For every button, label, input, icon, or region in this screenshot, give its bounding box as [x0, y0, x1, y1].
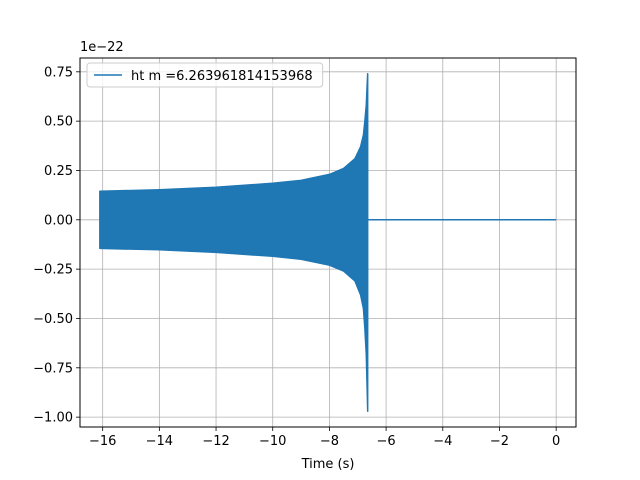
legend-entry: ht m =6.263961814153968 [131, 69, 313, 84]
x-tick-label: −8 [320, 434, 339, 449]
series-layer [99, 73, 557, 412]
y-tick-label: 0.00 [44, 213, 73, 228]
x-axis-label: Time (s) [301, 457, 355, 472]
x-tick-label: −4 [433, 434, 452, 449]
legend: ht m =6.263961814153968 [86, 62, 324, 88]
y-tick-label: 0.25 [44, 164, 73, 179]
x-tick-label: −16 [89, 434, 116, 449]
y-tick-label: −0.75 [33, 361, 73, 376]
y-offset-label: 1e−22 [80, 40, 124, 55]
y-tick-label: 0.75 [44, 65, 73, 80]
x-tick-label: −6 [377, 434, 396, 449]
y-tick-label: −0.50 [33, 312, 73, 327]
y-tick-label: −0.25 [33, 263, 73, 278]
x-tick-label: −14 [146, 434, 173, 449]
x-tick-label: −2 [490, 434, 509, 449]
x-tick-label: −12 [202, 434, 229, 449]
ticks: −16 −14 −12 −10 −8 −6 −4 −2 0 0.75 0.50 0.25 0.00 −0.… [33, 65, 560, 449]
x-tick-label: −10 [259, 434, 286, 449]
plot-frame [79, 57, 577, 428]
grid [80, 58, 576, 427]
y-tick-label: 0.50 [44, 115, 73, 130]
legend-box [86, 62, 324, 88]
x-tick-label: 0 [552, 434, 560, 449]
y-tick-label: −1.00 [33, 411, 73, 426]
series-envelope [99, 73, 369, 412]
